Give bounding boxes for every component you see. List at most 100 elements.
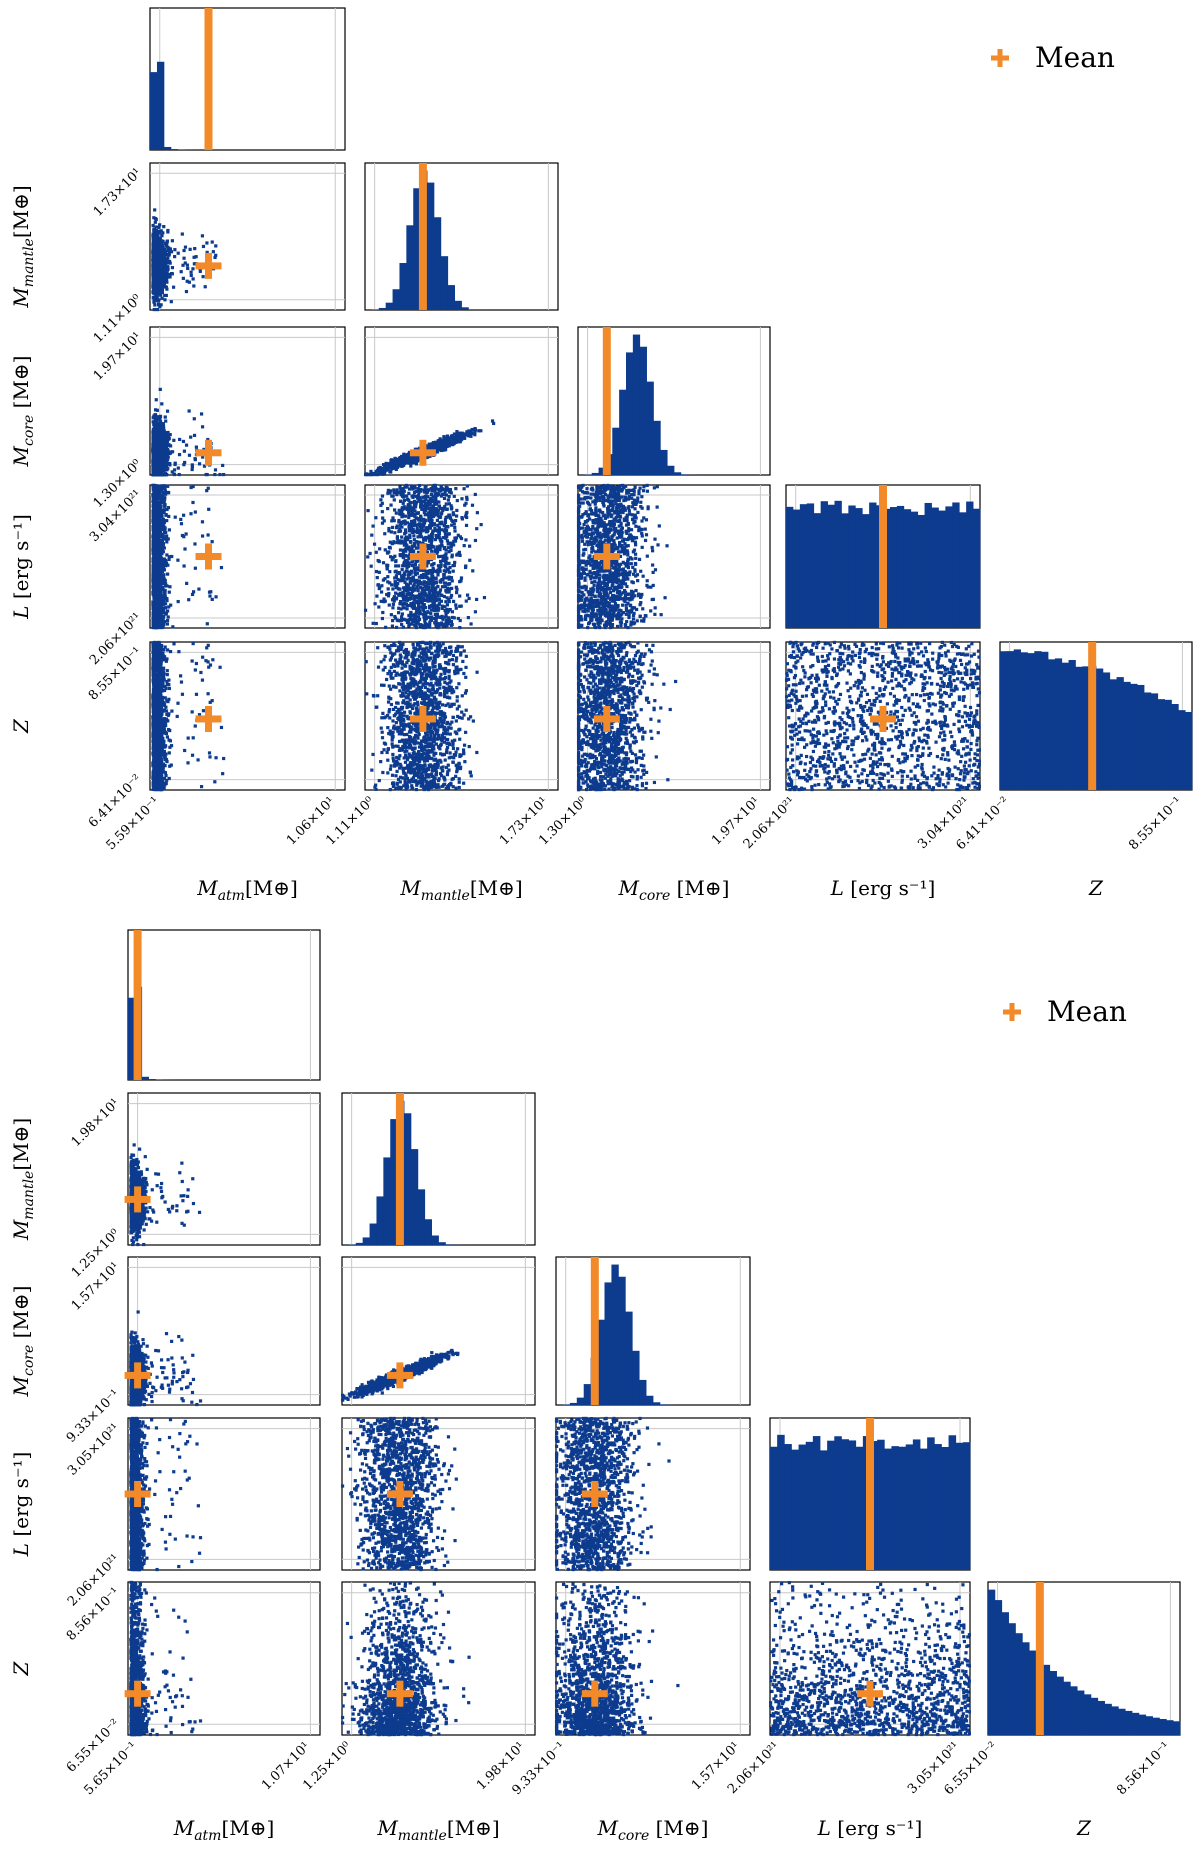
panel-frame [365, 163, 558, 310]
sample-point [152, 300, 155, 303]
histogram-bar [681, 474, 688, 475]
sample-point [212, 250, 215, 253]
sample-point [155, 444, 158, 447]
sample-point [161, 469, 164, 472]
histogram-bar [164, 147, 171, 150]
sample-point [157, 299, 160, 302]
sample-point [183, 450, 186, 453]
sample-point [159, 444, 162, 447]
panel-frame [150, 327, 345, 475]
sample-point [189, 248, 192, 251]
sample-point [184, 246, 187, 249]
sample-point [409, 464, 412, 467]
sample-point [160, 402, 163, 405]
histogram-bar [455, 301, 462, 310]
sample-point [152, 247, 155, 250]
histogram-bar [640, 347, 647, 475]
histogram-bar [171, 149, 178, 150]
sample-point [394, 460, 397, 463]
histogram-bar [592, 473, 599, 475]
sample-point [171, 266, 174, 269]
sample-point [162, 432, 165, 435]
sample-point [157, 226, 160, 229]
sample-point [169, 444, 172, 447]
sample-point [391, 467, 394, 470]
sample-point [186, 267, 189, 270]
sample-point [201, 234, 204, 237]
sample-point [177, 252, 180, 255]
sample-point [214, 244, 217, 247]
histogram-bar [674, 472, 681, 475]
sample-point [221, 464, 224, 467]
sample-point [159, 415, 162, 418]
sample-point [376, 469, 379, 472]
sample-point [473, 433, 476, 436]
sample-point [166, 410, 169, 413]
sample-point [443, 444, 446, 447]
sample-point [162, 276, 165, 279]
histogram-bar [399, 263, 406, 310]
sample-point [155, 441, 158, 444]
sample-point [159, 271, 162, 274]
sample-point [167, 605, 170, 608]
sample-point [166, 485, 169, 488]
sample-point [463, 432, 466, 435]
histogram-bar [667, 466, 674, 475]
sample-point [458, 436, 461, 439]
sample-point [164, 262, 167, 265]
sample-point [202, 245, 205, 248]
sample-point [396, 466, 399, 469]
sample-point [171, 239, 174, 242]
sample-point [158, 276, 161, 279]
sample-point [173, 468, 176, 471]
sample-point [165, 294, 168, 297]
mean-line [603, 327, 611, 475]
sample-point [167, 438, 170, 441]
sample-point [189, 271, 192, 274]
mean-line [419, 163, 427, 310]
sample-point [222, 473, 225, 476]
sample-point [177, 466, 180, 469]
sample-point [154, 462, 157, 465]
histogram-bar [157, 62, 164, 150]
sample-point [218, 473, 221, 476]
sample-point [170, 300, 173, 303]
sample-point [153, 413, 156, 416]
sample-point [189, 436, 192, 439]
sample-point [381, 471, 384, 474]
panel-frame [150, 8, 345, 150]
histogram-panel-mantle [365, 163, 558, 310]
histogram-bar [626, 352, 633, 475]
sample-point [157, 434, 160, 437]
sample-point [452, 440, 455, 443]
sample-point [461, 435, 464, 438]
sample-point [163, 283, 166, 286]
sample-point [193, 457, 196, 460]
sample-point [155, 218, 158, 221]
sample-point [173, 473, 176, 476]
sample-point [171, 272, 174, 275]
sample-point [157, 303, 160, 306]
sample-point [172, 286, 175, 289]
sample-point [166, 268, 169, 271]
sample-point [193, 247, 196, 250]
sample-point [373, 472, 376, 475]
sample-point [155, 448, 158, 451]
sample-point [158, 266, 161, 269]
sample-point [156, 437, 159, 440]
histogram-bar [386, 303, 393, 310]
sample-point [156, 409, 159, 412]
sample-point [153, 238, 156, 241]
mean-marker [205, 253, 212, 279]
sample-point [192, 284, 195, 287]
sample-point [155, 398, 158, 401]
sample-point [165, 534, 168, 537]
sample-point [180, 270, 183, 273]
sample-point [389, 459, 392, 462]
sample-point [202, 275, 205, 278]
sample-point [211, 240, 214, 243]
sample-point [165, 258, 168, 261]
sample-point [167, 506, 170, 509]
mean-marker [205, 440, 212, 466]
